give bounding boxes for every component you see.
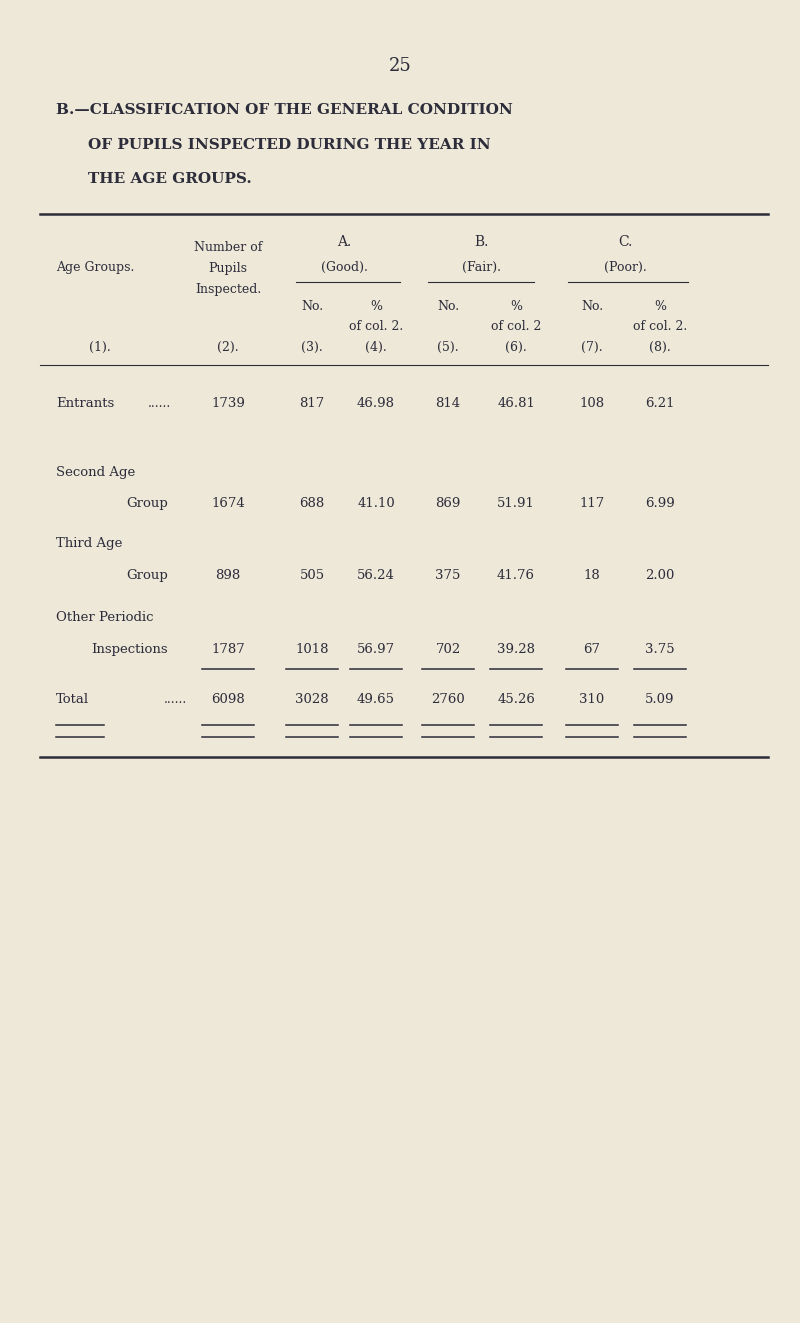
Text: ......: ...... <box>148 397 171 410</box>
Text: 1739: 1739 <box>211 397 245 410</box>
Text: Entrants: Entrants <box>56 397 114 410</box>
Text: No.: No. <box>581 300 603 314</box>
Text: Pupils: Pupils <box>209 262 247 275</box>
Text: (6).: (6). <box>505 341 527 355</box>
Text: Number of: Number of <box>194 241 262 254</box>
Text: (8).: (8). <box>649 341 671 355</box>
Text: 6.99: 6.99 <box>645 497 675 511</box>
Text: 45.26: 45.26 <box>497 693 535 706</box>
Text: 817: 817 <box>299 397 325 410</box>
Text: 898: 898 <box>215 569 241 582</box>
Text: Second Age: Second Age <box>56 466 135 479</box>
Text: 46.98: 46.98 <box>357 397 395 410</box>
Text: Inspections: Inspections <box>91 643 168 656</box>
Text: 1674: 1674 <box>211 497 245 511</box>
Text: Group: Group <box>126 569 168 582</box>
Text: 108: 108 <box>579 397 605 410</box>
Text: 869: 869 <box>435 497 461 511</box>
Text: 814: 814 <box>435 397 461 410</box>
Text: %: % <box>370 300 382 314</box>
Text: 18: 18 <box>584 569 600 582</box>
Text: ......: ...... <box>164 693 187 706</box>
Text: 25: 25 <box>389 57 411 75</box>
Text: 56.97: 56.97 <box>357 643 395 656</box>
Text: 117: 117 <box>579 497 605 511</box>
Text: (Fair).: (Fair). <box>462 261 501 274</box>
Text: 41.10: 41.10 <box>357 497 395 511</box>
Text: Inspected.: Inspected. <box>195 283 261 296</box>
Text: of col. 2.: of col. 2. <box>633 320 687 333</box>
Text: 3028: 3028 <box>295 693 329 706</box>
Text: 67: 67 <box>583 643 601 656</box>
Text: 505: 505 <box>299 569 325 582</box>
Text: 51.91: 51.91 <box>497 497 535 511</box>
Text: Third Age: Third Age <box>56 537 122 550</box>
Text: B.: B. <box>474 235 489 250</box>
Text: (7).: (7). <box>581 341 603 355</box>
Text: 2760: 2760 <box>431 693 465 706</box>
Text: 310: 310 <box>579 693 605 706</box>
Text: 1018: 1018 <box>295 643 329 656</box>
Text: (Good).: (Good). <box>321 261 367 274</box>
Text: B.—CLASSIFICATION OF THE GENERAL CONDITION: B.—CLASSIFICATION OF THE GENERAL CONDITI… <box>56 103 513 118</box>
Text: %: % <box>654 300 666 314</box>
Text: Age Groups.: Age Groups. <box>56 261 134 274</box>
Text: Group: Group <box>126 497 168 511</box>
Text: Total: Total <box>56 693 89 706</box>
Text: No.: No. <box>437 300 459 314</box>
Text: 6.21: 6.21 <box>646 397 674 410</box>
Text: 41.76: 41.76 <box>497 569 535 582</box>
Text: (2).: (2). <box>217 341 239 355</box>
Text: 49.65: 49.65 <box>357 693 395 706</box>
Text: of col. 2: of col. 2 <box>491 320 541 333</box>
Text: (Poor).: (Poor). <box>604 261 647 274</box>
Text: Other Periodic: Other Periodic <box>56 611 154 624</box>
Text: 56.24: 56.24 <box>357 569 395 582</box>
Text: 5.09: 5.09 <box>646 693 674 706</box>
Text: 2.00: 2.00 <box>646 569 674 582</box>
Text: (3).: (3). <box>301 341 323 355</box>
Text: (5).: (5). <box>437 341 459 355</box>
Text: 3.75: 3.75 <box>645 643 675 656</box>
Text: of col. 2.: of col. 2. <box>349 320 403 333</box>
Text: OF PUPILS INSPECTED DURING THE YEAR IN: OF PUPILS INSPECTED DURING THE YEAR IN <box>88 138 490 152</box>
Text: 46.81: 46.81 <box>497 397 535 410</box>
Text: THE AGE GROUPS.: THE AGE GROUPS. <box>88 172 252 187</box>
Text: %: % <box>510 300 522 314</box>
Text: 702: 702 <box>435 643 461 656</box>
Text: No.: No. <box>301 300 323 314</box>
Text: 375: 375 <box>435 569 461 582</box>
Text: 688: 688 <box>299 497 325 511</box>
Text: (1).: (1). <box>89 341 111 355</box>
Text: 1787: 1787 <box>211 643 245 656</box>
Text: 39.28: 39.28 <box>497 643 535 656</box>
Text: A.: A. <box>337 235 351 250</box>
Text: 6098: 6098 <box>211 693 245 706</box>
Text: C.: C. <box>618 235 633 250</box>
Text: (4).: (4). <box>365 341 387 355</box>
